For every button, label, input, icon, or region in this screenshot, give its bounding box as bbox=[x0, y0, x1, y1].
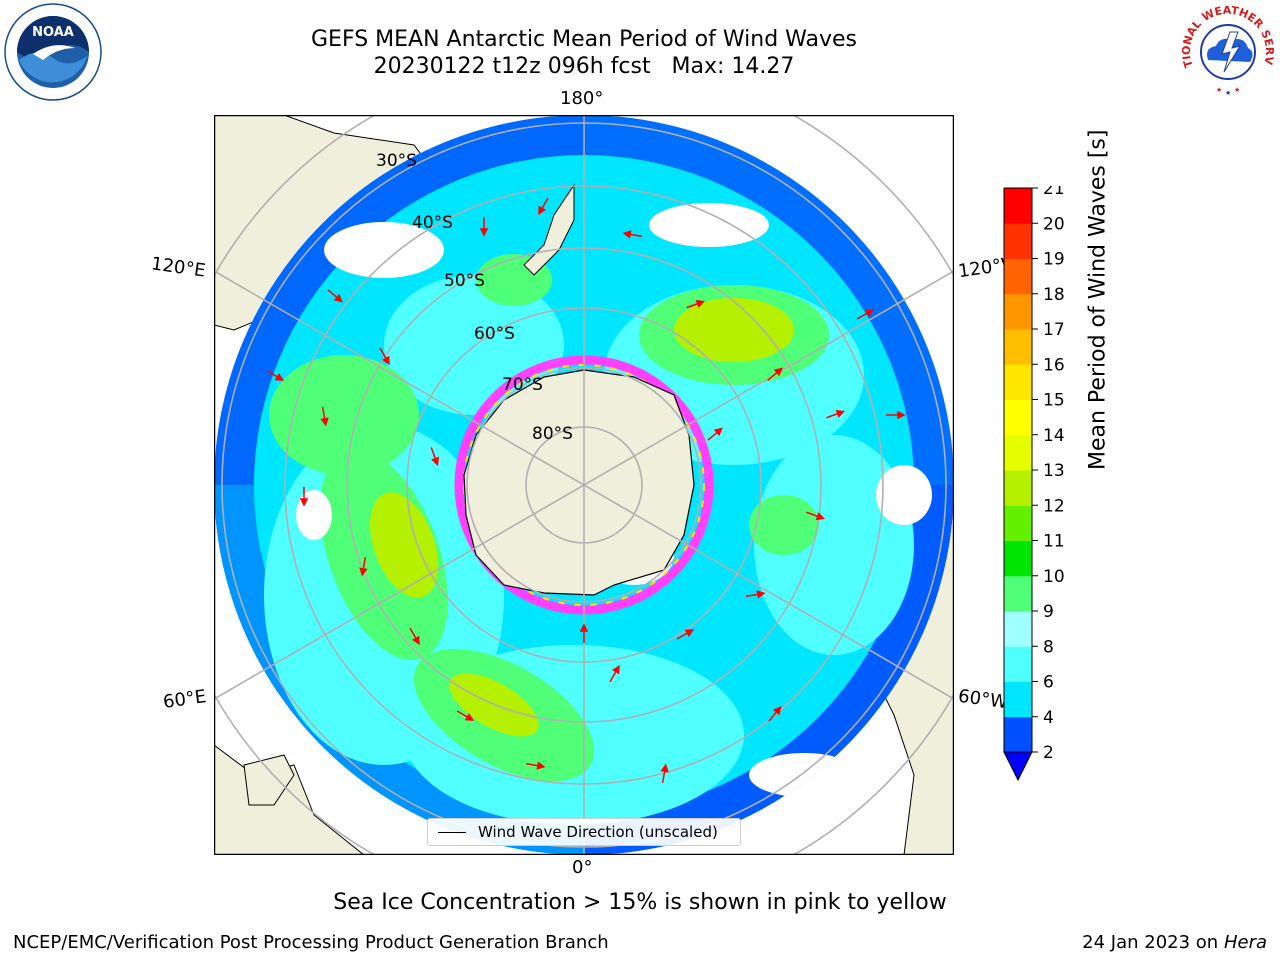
colorbar-segment bbox=[1004, 540, 1032, 577]
colorbar-label: Mean Period of Wind Waves [s] bbox=[1085, 129, 1111, 470]
colorbar-segment bbox=[1004, 611, 1032, 647]
colorbar-tick-label: 4 bbox=[1043, 708, 1054, 728]
colorbar-tick-label: 20 bbox=[1043, 214, 1065, 234]
lat-label-70s: 70°S bbox=[502, 375, 543, 395]
map-legend: Wind Wave Direction (unscaled) bbox=[427, 818, 741, 846]
colorbar-tick-label: 15 bbox=[1043, 391, 1065, 411]
colorbar-segment bbox=[1004, 258, 1032, 295]
svg-text:★: ★ bbox=[1216, 86, 1222, 94]
colorbar-segment bbox=[1004, 329, 1032, 365]
noaa-logo: NOAA bbox=[3, 2, 103, 102]
footer-machine: Hera bbox=[1223, 932, 1267, 953]
polar-map: 180° 120°E 120°W 60°E 60°W 0° 30°S 40°S … bbox=[150, 88, 1021, 878]
colorbar-segment bbox=[1004, 223, 1032, 259]
footer-date-text: 24 Jan 2023 on bbox=[1082, 932, 1224, 953]
colorbar-segment bbox=[1004, 434, 1032, 471]
colorbar-segment bbox=[1004, 646, 1032, 682]
colorbar-tick-label: 21 bbox=[1043, 186, 1065, 199]
colorbar-tick-label: 6 bbox=[1043, 673, 1054, 693]
colorbar: 2 4 6 8 9 10 11 12 13 14 15 16 17 18 19 20 21 bbox=[1000, 179, 1120, 786]
colorbar-tick-label: 16 bbox=[1043, 355, 1065, 375]
chart-subtitle: 20230122 t12z 096h fcst Max: 14.27 bbox=[373, 54, 795, 79]
legend-line-swatch bbox=[438, 832, 466, 833]
colorbar-tick-label: 12 bbox=[1043, 496, 1065, 516]
land-madagascar bbox=[243, 754, 295, 806]
colorbar-segment bbox=[1004, 681, 1032, 718]
chart-title: GEFS MEAN Antarctic Mean Period of Wind … bbox=[311, 27, 857, 52]
legend-label: Wind Wave Direction (unscaled) bbox=[478, 823, 718, 841]
colorbar-segment bbox=[1004, 716, 1032, 753]
colorbar-tick-label: 2 bbox=[1043, 743, 1054, 763]
colorbar-segment bbox=[1004, 364, 1032, 400]
colorbar-segment bbox=[1004, 293, 1032, 330]
colorbar-tick-label: 19 bbox=[1043, 250, 1065, 270]
lat-label-30s: 30°S bbox=[376, 151, 417, 171]
lat-label-60s: 60°S bbox=[474, 324, 515, 344]
colorbar-extend-arrow bbox=[1003, 751, 1033, 782]
svg-text:★: ★ bbox=[1234, 86, 1240, 94]
lat-label-40s: 40°S bbox=[412, 213, 453, 233]
footer-credit: NCEP/EMC/Verification Post Processing Pr… bbox=[13, 932, 609, 953]
graticule bbox=[214, 115, 954, 855]
colorbar-segment bbox=[1004, 505, 1032, 541]
sea-ice-note: Sea Ice Concentration > 15% is shown in … bbox=[333, 890, 947, 915]
colorbar-segment bbox=[1004, 399, 1032, 436]
colorbar-tick-label: 10 bbox=[1043, 567, 1065, 587]
colorbar-segment bbox=[1004, 188, 1032, 224]
lon-label-120e: 120°E bbox=[149, 253, 207, 282]
lat-label-50s: 50°S bbox=[444, 271, 485, 291]
colorbar-tick-label: 11 bbox=[1043, 532, 1065, 552]
wave-period-field bbox=[214, 115, 954, 855]
colorbar-segment bbox=[1004, 470, 1032, 506]
footer-date: 24 Jan 2023 on Hera bbox=[1082, 932, 1267, 953]
colorbar-tick-label: 17 bbox=[1043, 320, 1065, 340]
colorbar-tick-label: 14 bbox=[1043, 426, 1065, 446]
lat-label-80s: 80°S bbox=[532, 424, 573, 444]
colorbar-tick-label: 9 bbox=[1043, 602, 1054, 622]
lon-label-60e: 60°E bbox=[161, 686, 208, 713]
noaa-logo-text: NOAA bbox=[32, 25, 74, 40]
colorbar-segment bbox=[1004, 575, 1032, 612]
wind-wave-arrows bbox=[266, 197, 906, 784]
lon-label-0: 0° bbox=[572, 857, 593, 878]
colorbar-tick-label: 8 bbox=[1043, 637, 1054, 657]
nws-logo: NATIONAL WEATHER SERVICE ★ ★ ★ bbox=[1173, 0, 1278, 102]
svg-text:★: ★ bbox=[1225, 89, 1231, 97]
colorbar-tick-label: 18 bbox=[1043, 285, 1065, 305]
lon-label-180: 180° bbox=[560, 88, 604, 109]
colorbar-tick-label: 13 bbox=[1043, 461, 1065, 481]
